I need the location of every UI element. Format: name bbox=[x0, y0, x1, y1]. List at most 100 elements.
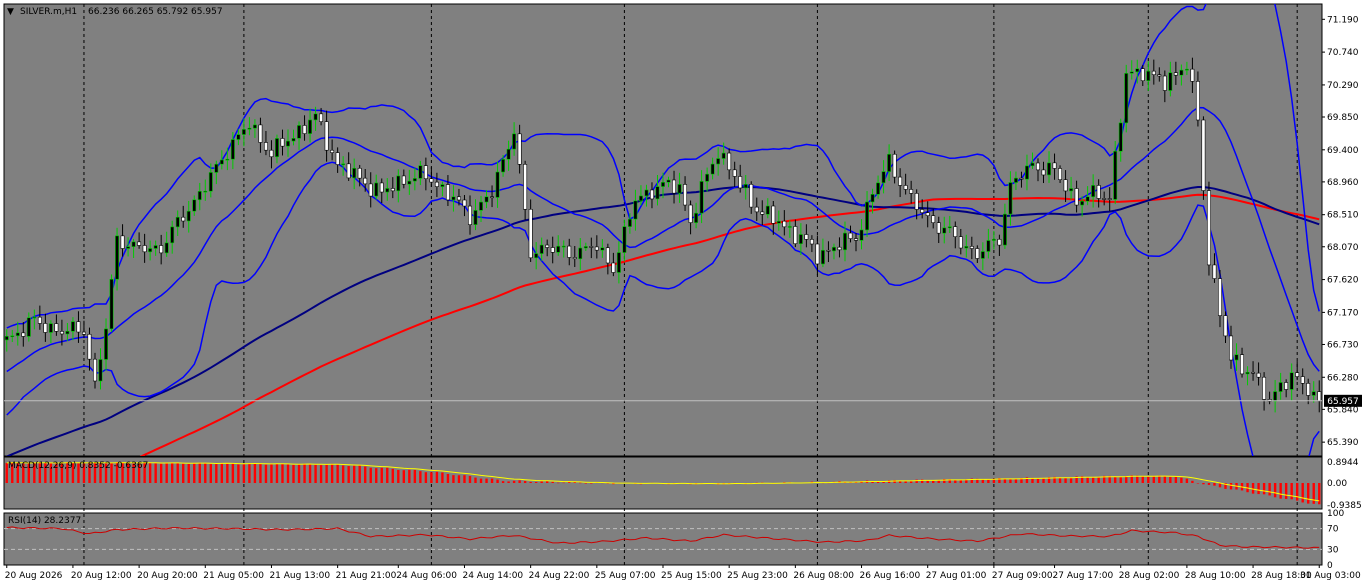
candle[interactable] bbox=[225, 147, 230, 171]
candle[interactable] bbox=[914, 189, 919, 220]
candle[interactable] bbox=[523, 160, 528, 220]
candle[interactable] bbox=[688, 200, 693, 235]
candle[interactable] bbox=[115, 227, 120, 291]
candle[interactable] bbox=[1162, 70, 1167, 103]
candle[interactable] bbox=[241, 118, 246, 147]
candle[interactable] bbox=[1118, 118, 1123, 162]
candle[interactable] bbox=[1069, 176, 1074, 200]
candle[interactable] bbox=[462, 195, 467, 217]
candle[interactable] bbox=[412, 167, 417, 191]
candle[interactable] bbox=[346, 152, 351, 181]
candle[interactable] bbox=[859, 219, 864, 250]
candle[interactable] bbox=[1284, 379, 1289, 398]
candle[interactable] bbox=[258, 117, 263, 153]
candle[interactable] bbox=[672, 170, 676, 204]
candle[interactable] bbox=[214, 160, 219, 185]
candle[interactable] bbox=[390, 177, 395, 199]
candle[interactable] bbox=[208, 163, 213, 198]
candle[interactable] bbox=[1002, 203, 1007, 249]
candle[interactable] bbox=[782, 210, 787, 236]
candle[interactable] bbox=[964, 234, 969, 258]
candle[interactable] bbox=[1113, 141, 1118, 205]
candle[interactable] bbox=[330, 139, 335, 161]
candle[interactable] bbox=[434, 172, 439, 198]
candle[interactable] bbox=[181, 205, 186, 228]
candle[interactable] bbox=[947, 215, 952, 233]
candle[interactable] bbox=[1206, 181, 1211, 276]
candle[interactable] bbox=[1030, 152, 1035, 170]
candle[interactable] bbox=[445, 175, 450, 206]
candle[interactable] bbox=[98, 348, 103, 390]
candle[interactable] bbox=[644, 184, 649, 207]
candle[interactable] bbox=[1129, 60, 1134, 80]
candle[interactable] bbox=[1251, 361, 1256, 381]
candle[interactable] bbox=[170, 220, 175, 254]
candle[interactable] bbox=[903, 173, 908, 195]
candle[interactable] bbox=[1047, 151, 1051, 183]
candle[interactable] bbox=[10, 329, 15, 343]
candle[interactable] bbox=[843, 221, 847, 262]
candle[interactable] bbox=[931, 208, 936, 229]
candle[interactable] bbox=[1025, 154, 1029, 191]
candle[interactable] bbox=[517, 124, 522, 174]
candle[interactable] bbox=[1013, 171, 1018, 191]
candle[interactable] bbox=[820, 238, 825, 268]
candle[interactable] bbox=[236, 129, 241, 146]
candle[interactable] bbox=[501, 155, 506, 177]
candle[interactable] bbox=[252, 119, 257, 138]
candle[interactable] bbox=[605, 243, 610, 275]
candle[interactable] bbox=[26, 312, 31, 342]
candle[interactable] bbox=[627, 213, 632, 234]
candle[interactable] bbox=[291, 129, 296, 146]
candle[interactable] bbox=[506, 140, 511, 171]
candle[interactable] bbox=[1289, 363, 1294, 401]
candle[interactable] bbox=[490, 185, 495, 208]
candle[interactable] bbox=[357, 164, 362, 187]
candle[interactable] bbox=[1036, 158, 1040, 182]
candle[interactable] bbox=[1052, 153, 1057, 180]
candle[interactable] bbox=[831, 243, 836, 260]
candle[interactable] bbox=[528, 199, 533, 262]
candle[interactable] bbox=[655, 175, 660, 206]
candle[interactable] bbox=[986, 228, 991, 259]
candle[interactable] bbox=[738, 164, 743, 193]
candle[interactable] bbox=[1102, 191, 1107, 206]
candle[interactable] bbox=[694, 202, 699, 229]
candle[interactable] bbox=[1223, 311, 1228, 344]
candle[interactable] bbox=[638, 185, 643, 206]
candle[interactable] bbox=[473, 199, 478, 231]
candle[interactable] bbox=[1201, 116, 1206, 200]
candle[interactable] bbox=[721, 142, 726, 165]
candle[interactable] bbox=[561, 240, 566, 258]
candle[interactable] bbox=[991, 231, 996, 250]
candle[interactable] bbox=[65, 322, 70, 341]
candle[interactable] bbox=[1240, 347, 1244, 378]
candle[interactable] bbox=[186, 200, 191, 233]
candle[interactable] bbox=[804, 224, 809, 248]
candle[interactable] bbox=[793, 219, 798, 248]
candle[interactable] bbox=[980, 242, 985, 271]
candle[interactable] bbox=[1300, 368, 1305, 395]
candle[interactable] bbox=[164, 231, 169, 257]
candle[interactable] bbox=[727, 148, 732, 180]
candle[interactable] bbox=[1107, 187, 1112, 212]
candle[interactable] bbox=[93, 352, 97, 389]
candle[interactable] bbox=[1184, 61, 1189, 76]
candle[interactable] bbox=[1256, 362, 1261, 386]
candle[interactable] bbox=[765, 198, 770, 219]
candle[interactable] bbox=[148, 240, 153, 261]
candle[interactable] bbox=[534, 242, 539, 270]
candle[interactable] bbox=[142, 233, 147, 263]
candle[interactable] bbox=[589, 237, 594, 259]
candle[interactable] bbox=[1311, 381, 1316, 403]
candle[interactable] bbox=[787, 220, 792, 238]
candle[interactable] bbox=[275, 134, 279, 164]
candle[interactable] bbox=[876, 175, 881, 199]
candle[interactable] bbox=[1173, 61, 1178, 85]
candle[interactable] bbox=[936, 216, 941, 244]
candle[interactable] bbox=[396, 169, 401, 203]
candle[interactable] bbox=[1041, 161, 1046, 184]
candle[interactable] bbox=[633, 189, 638, 231]
candle[interactable] bbox=[1229, 325, 1233, 369]
